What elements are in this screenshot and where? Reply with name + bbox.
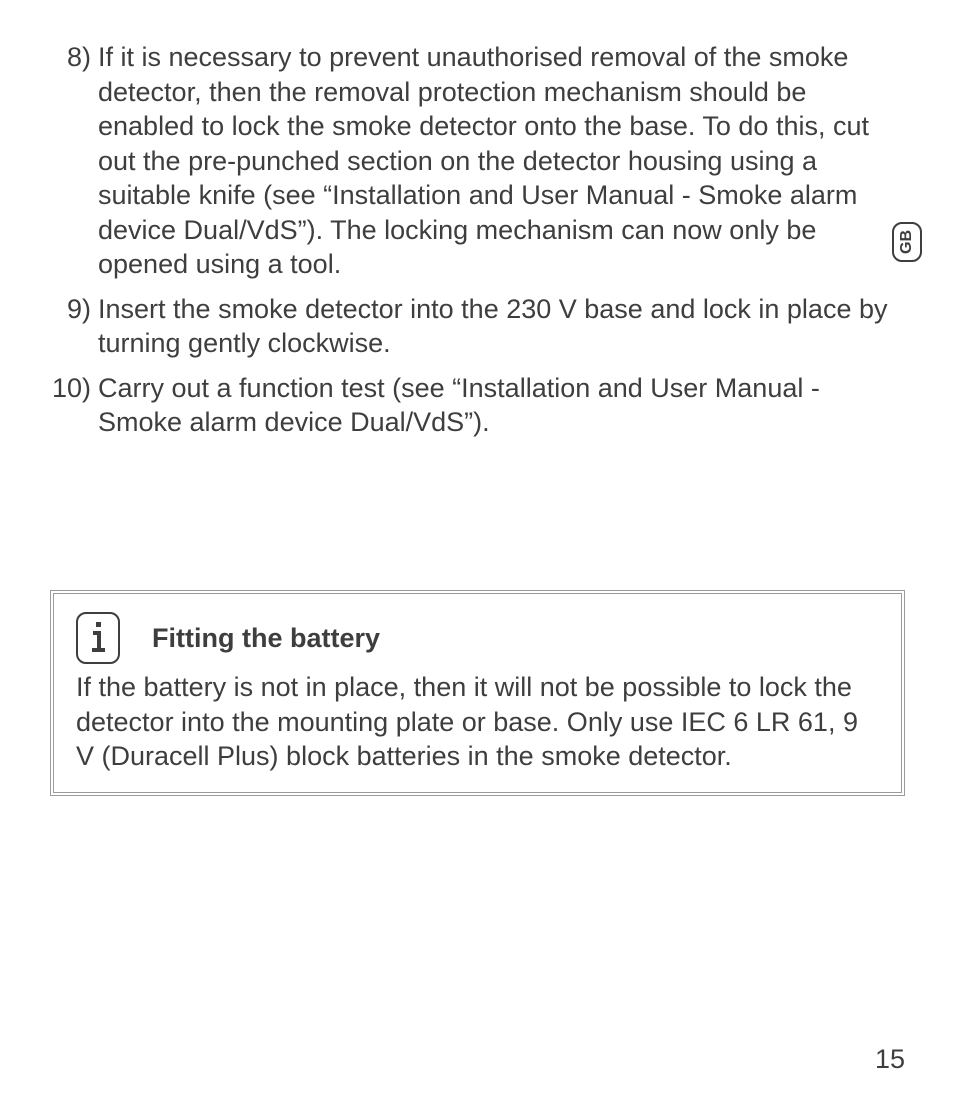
list-text: If it is necessary to prevent unauthoris… bbox=[98, 40, 905, 282]
language-badge: GB bbox=[892, 222, 922, 262]
info-icon bbox=[76, 612, 120, 664]
list-text: Insert the smoke detector into the 230 V… bbox=[98, 292, 905, 361]
list-number: 8) bbox=[50, 40, 98, 282]
info-box-header: Fitting the battery bbox=[76, 612, 879, 664]
info-box-title: Fitting the battery bbox=[152, 623, 380, 654]
list-item: 10) Carry out a function test (see “Inst… bbox=[38, 371, 905, 440]
page-number: 15 bbox=[875, 1044, 905, 1075]
page-content: 8) If it is necessary to prevent unautho… bbox=[50, 40, 905, 796]
info-box: Fitting the battery If the battery is no… bbox=[50, 590, 905, 796]
list-number: 10) bbox=[38, 371, 98, 440]
list-text: Carry out a function test (see “Installa… bbox=[98, 371, 905, 440]
info-box-body: If the battery is not in place, then it … bbox=[76, 670, 879, 774]
language-badge-label: GB bbox=[898, 230, 916, 254]
list-number: 9) bbox=[50, 292, 98, 361]
list-item: 9) Insert the smoke detector into the 23… bbox=[50, 292, 905, 361]
list-item: 8) If it is necessary to prevent unautho… bbox=[50, 40, 905, 282]
